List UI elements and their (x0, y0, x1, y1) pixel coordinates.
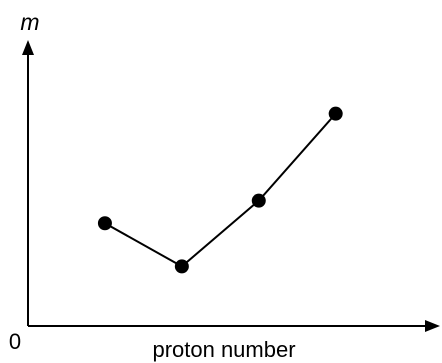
data-point (251, 193, 266, 208)
data-point (328, 106, 343, 121)
x-axis-label: proton number (152, 337, 295, 362)
data-point (174, 259, 189, 274)
origin-label: 0 (9, 329, 21, 354)
series-line (104, 112, 337, 268)
plot-area (97, 106, 343, 274)
y-axis-arrowhead (22, 40, 34, 55)
y-axis-label: m (20, 9, 39, 35)
y-axis (22, 40, 34, 326)
x-axis-arrowhead (425, 320, 440, 332)
x-axis (28, 320, 440, 332)
data-point (97, 216, 112, 231)
